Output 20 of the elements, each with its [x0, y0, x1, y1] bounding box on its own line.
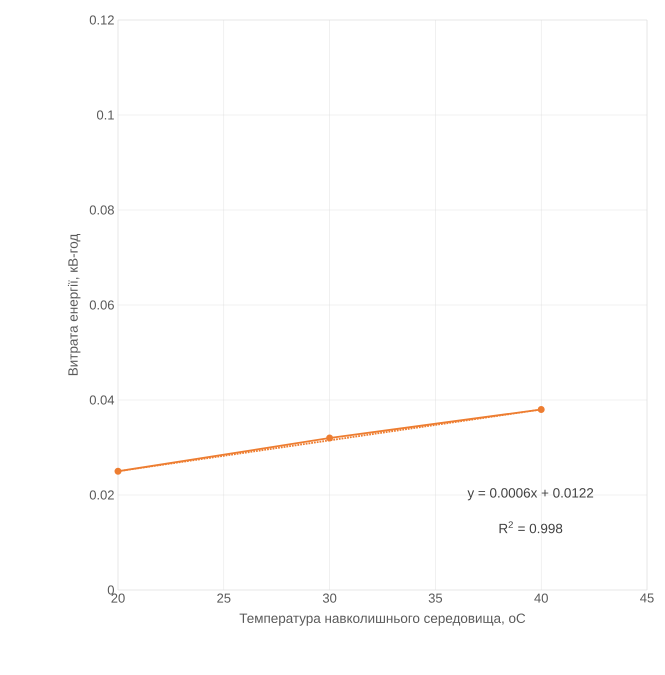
x-tick-label: 40 [534, 594, 548, 603]
y-tick-label: 0.08 [90, 205, 114, 215]
x-tick-label: 30 [322, 594, 336, 603]
x-tick-label: 20 [111, 594, 125, 603]
y-tick-label: 0.06 [90, 300, 114, 310]
y-tick-label: 0.12 [90, 15, 114, 25]
point [114, 468, 122, 475]
y-tick-label: 0.02 [90, 490, 114, 500]
x-tick-label: 45 [640, 594, 654, 603]
x-tick-label: 35 [428, 594, 442, 603]
y-tick-label: 0.04 [90, 395, 114, 405]
annotation: R$^{2}$ = 0.998 [500, 521, 562, 534]
x-tick-label: 25 [217, 594, 230, 603]
y-tick-label: 0.1 [96, 110, 114, 120]
y-tick-label: 0 [108, 585, 114, 595]
x-axis-title: Температура навколишнього середовища, оС [240, 614, 526, 626]
point [538, 406, 545, 413]
point [326, 434, 334, 442]
y-axis-title: Витрата енергії, кВ-год [68, 234, 80, 376]
annotation: y = 0.0006x + 0.0122 [467, 488, 594, 500]
